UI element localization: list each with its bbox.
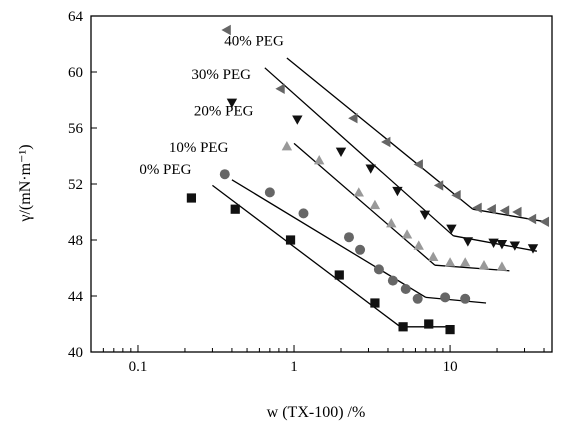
data-point — [462, 237, 474, 247]
series-label: 10% PEG — [169, 140, 229, 156]
data-point — [509, 241, 521, 251]
data-point — [428, 251, 439, 261]
fit-lines — [212, 57, 546, 328]
data-point — [424, 319, 434, 329]
data-point — [526, 213, 537, 225]
x-tick-label: 10 — [443, 359, 458, 375]
data-point — [230, 204, 240, 214]
data-point — [445, 325, 455, 335]
data-point — [413, 159, 423, 170]
data-point — [412, 293, 423, 304]
x-axis-title: w (TX-100) /% — [267, 404, 366, 421]
fit-line — [264, 67, 454, 237]
data-point — [486, 204, 496, 215]
data-point — [387, 275, 398, 286]
series-label: 0% PEG — [139, 162, 191, 178]
data-point — [496, 240, 508, 250]
data-point — [446, 224, 457, 234]
data-point — [275, 83, 285, 94]
y-tick-label: 64 — [68, 9, 84, 25]
data-point — [365, 164, 376, 174]
fit-line — [212, 184, 401, 328]
data-point — [226, 98, 238, 108]
data-point — [334, 270, 344, 280]
data-point — [440, 292, 451, 303]
series-label: 40% PEG — [224, 33, 284, 49]
data-point — [488, 238, 499, 248]
data-point — [264, 187, 275, 198]
data-point — [314, 155, 325, 165]
data-point — [460, 293, 471, 304]
series-label: 20% PEG — [194, 103, 254, 119]
data-point — [472, 202, 482, 213]
data-point — [413, 240, 424, 250]
data-point — [478, 260, 490, 270]
data-point — [433, 180, 444, 191]
data-point — [459, 257, 471, 267]
data-point — [451, 190, 461, 201]
data-point — [353, 187, 364, 197]
x-tick-label: 0.1 — [129, 359, 148, 375]
y-axis-title: γ/(mN·m⁻¹) — [17, 144, 34, 222]
data-point — [392, 186, 403, 197]
data-point — [348, 113, 358, 124]
data-point — [186, 193, 197, 203]
data-point — [373, 264, 384, 275]
y-tick-label: 44 — [68, 289, 84, 305]
data-point — [512, 206, 522, 218]
plot-area-frame — [90, 15, 553, 353]
y-tick-label: 40 — [68, 345, 83, 361]
series-label: 30% PEG — [191, 67, 251, 83]
fit-line — [286, 57, 474, 210]
data-point — [499, 205, 510, 216]
data-point — [400, 284, 411, 294]
data-point — [281, 141, 293, 151]
data-point — [386, 218, 397, 228]
data-point — [444, 257, 456, 267]
data-point — [285, 235, 296, 245]
data-point — [369, 199, 381, 210]
data-point — [343, 232, 354, 243]
data-point — [219, 169, 230, 180]
y-tick-label: 56 — [68, 121, 84, 137]
data-point — [419, 210, 431, 220]
data-point — [221, 24, 231, 36]
data-point — [355, 244, 366, 255]
fit-line — [425, 296, 487, 304]
data-point — [539, 216, 550, 227]
y-tick-label: 48 — [68, 233, 83, 249]
data-point — [298, 208, 309, 219]
data-point — [496, 261, 508, 271]
y-axis-ticks: 40 44 48 52 56 60 64 — [68, 9, 97, 361]
data-point — [292, 115, 303, 125]
data-point — [335, 147, 347, 157]
data-point — [527, 244, 539, 254]
y-tick-label: 52 — [68, 177, 83, 193]
y-tick-label: 60 — [68, 65, 83, 81]
data-point — [398, 322, 408, 332]
x-tick-label: 1 — [290, 359, 298, 375]
data-point — [381, 136, 391, 148]
data-points — [186, 24, 550, 335]
data-point — [370, 298, 380, 308]
series-labels: 0% PEG 10% PEG 20% PEG 30% PEG 40% PEG — [139, 33, 284, 178]
x-axis-ticks: 0.1 1 10 — [90, 345, 545, 375]
data-point — [401, 229, 413, 239]
